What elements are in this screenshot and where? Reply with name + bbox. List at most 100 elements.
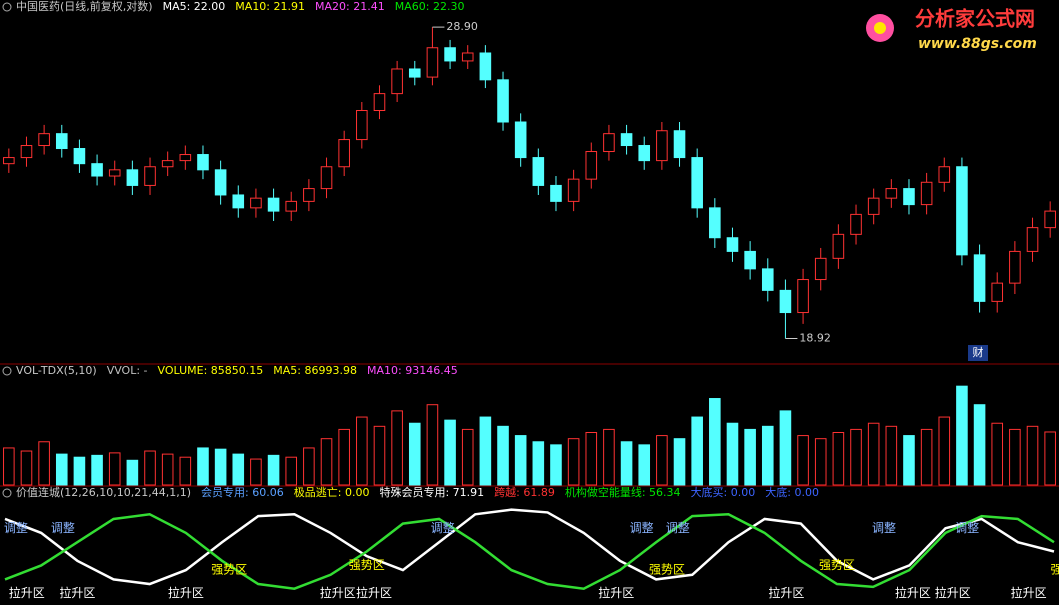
zone-label: 调整 — [4, 520, 28, 535]
annotation-label: 18.92 — [799, 331, 831, 344]
candle-body — [356, 110, 368, 141]
zone-label: 强势区 — [211, 563, 247, 577]
candle-body — [903, 188, 915, 206]
volume-bar — [38, 441, 50, 486]
indicator-label: MA10: 93146.45 — [367, 364, 458, 377]
zone-label: 强势区 — [349, 558, 385, 572]
volume-bar — [461, 428, 474, 486]
volume-bar — [179, 456, 192, 486]
candle-body — [885, 188, 898, 199]
indicator-label: 会员专用: 60.06 — [201, 485, 284, 499]
candle-body — [250, 197, 262, 209]
candle-body — [267, 197, 280, 212]
annotation-label: 28.90 — [446, 20, 478, 33]
volume-bar — [20, 450, 33, 486]
zone-label: 调整 — [51, 520, 75, 535]
zone-label: 调整 — [872, 520, 896, 535]
indicator-label: VVOL: - — [107, 364, 148, 377]
volume-bar — [620, 441, 633, 486]
indicator-label: MA10: 21.91 — [235, 0, 305, 13]
indicator-label: MA5: 22.00 — [163, 0, 226, 13]
watermark-title: 分析家公式网 — [915, 7, 1035, 31]
candle-body — [161, 160, 174, 168]
candle-body — [726, 237, 739, 252]
indicator-line — [4, 513, 1055, 590]
header-icon — [2, 2, 12, 12]
volume-bar — [867, 422, 880, 486]
volume-bar — [373, 425, 386, 486]
indicator-line — [4, 508, 1055, 586]
indicator-label: 大底买: 0.00 — [691, 485, 756, 499]
candle-body — [1026, 227, 1039, 252]
zone-label: 拉升区 — [356, 585, 392, 600]
panel-title: VOL-TDX(5,10) — [16, 364, 97, 377]
volume-bar — [320, 438, 333, 486]
candle-body — [691, 157, 703, 209]
candle-body — [850, 213, 862, 235]
zone-label: 强势区 — [819, 558, 855, 572]
candle-body — [532, 157, 545, 186]
candle-body — [832, 233, 845, 259]
candle-body — [461, 52, 474, 62]
volume-bar — [1009, 428, 1021, 486]
volume-bar — [161, 453, 174, 486]
zone-label: 调整 — [431, 520, 455, 535]
candle-body — [585, 151, 598, 180]
zone-label: 拉升区 — [598, 585, 634, 600]
candle-body — [179, 154, 192, 162]
volume-bar — [920, 428, 933, 486]
volume-bar — [744, 428, 756, 486]
volume-bar — [532, 441, 545, 486]
volume-bar — [267, 454, 280, 486]
zone-label: 调整 — [955, 520, 979, 535]
volume-bar — [709, 398, 721, 486]
candle-body — [232, 194, 245, 209]
zone-label: 强势区 — [1050, 563, 1059, 577]
volume-bar — [761, 425, 774, 486]
logo: 分析家公式网 www.88gs.com — [866, 7, 1037, 52]
volume-bar — [603, 428, 615, 486]
volume-bar — [550, 444, 562, 486]
volume-bar — [126, 459, 139, 486]
candle-body — [567, 178, 580, 202]
candle-body — [108, 169, 121, 177]
zone-label: 拉升区 — [935, 585, 971, 600]
candle-body — [73, 148, 86, 165]
volume-bar — [514, 435, 527, 486]
zone-label: 强势区 — [649, 563, 685, 577]
candle-body — [320, 166, 333, 190]
zone-label: 拉升区 — [768, 585, 804, 600]
header-icon — [2, 366, 12, 376]
candle-body — [3, 157, 15, 165]
candle-body — [920, 181, 933, 206]
volume-bar — [673, 438, 686, 486]
zone-label: 拉升区 — [1011, 585, 1047, 600]
panel-title: 中国医药(日线,前复权,对数) — [16, 0, 153, 13]
candle-body — [20, 145, 33, 159]
logo-center — [874, 22, 886, 34]
candle-body — [408, 68, 421, 78]
volume-bar — [197, 447, 209, 486]
candle-body — [373, 93, 386, 112]
volume-bar — [391, 410, 403, 486]
zone-label: 拉升区 — [59, 585, 95, 600]
volume-bar — [55, 453, 68, 486]
volume-bar — [408, 422, 421, 486]
candle-body — [814, 257, 827, 281]
volume-bar — [991, 422, 1004, 486]
volume-bar — [585, 432, 598, 486]
candle-body — [1044, 210, 1056, 229]
volume-bar — [250, 458, 262, 486]
indicator-label: 机构做空能量线: 56.34 — [565, 485, 681, 499]
candle-body — [656, 130, 668, 162]
indicator-label: VOLUME: 85850.15 — [158, 364, 264, 377]
volume-bar — [479, 416, 492, 486]
volume-bar — [885, 425, 898, 486]
volume-bar — [426, 404, 439, 486]
candle-body — [1009, 250, 1021, 284]
volume-bar — [444, 419, 456, 486]
candle-body — [38, 133, 50, 147]
volume-bar — [338, 428, 350, 486]
volume-bar — [814, 438, 827, 486]
volume-bar — [497, 425, 509, 486]
